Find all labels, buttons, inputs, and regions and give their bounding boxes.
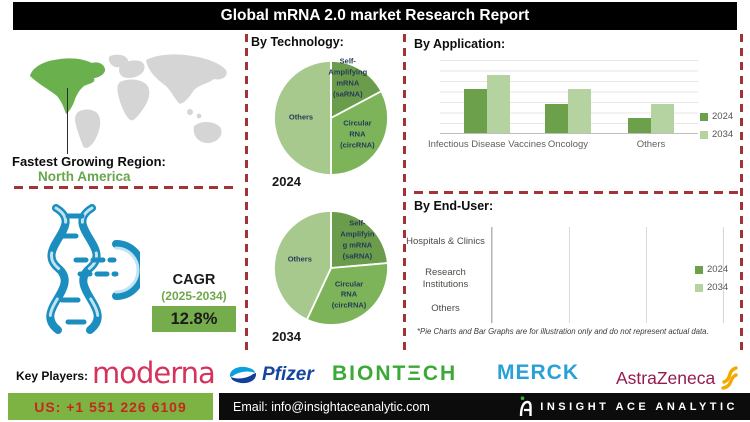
application-category-3: Others [636,139,666,150]
legend-swatch-2024 [700,112,708,121]
pie-year-2034: 2034 [272,329,301,344]
legend-swatch-2024 [695,265,703,274]
world-map [30,54,227,149]
map-island [196,113,202,119]
section-title-technology: By Technology: [251,35,344,49]
email-address: Email: info@insightaceanalytic.com [233,399,430,414]
map-north-america [30,58,106,114]
divider-vertical-1 [245,34,248,352]
phone-number: US: +1 551 226 6109 [34,398,187,415]
brand-name: INSIGHT ACE ANALYTIC [540,400,738,413]
cagr-value-box: 12.8% [152,306,236,332]
application-legend: 2024 2034 [700,111,733,140]
cagr-period: (2025-2034) [161,289,227,303]
application-category-2: Oncology [547,139,589,150]
map-island [187,109,193,115]
legend-item-2034: 2034 [700,129,733,140]
logo-pfizer: Pfizer [228,364,314,386]
phone-banner: US: +1 551 226 6109 [8,393,213,420]
logo-astrazeneca: AstraZeneca [616,365,741,391]
divider-horizontal-right [414,191,744,194]
astrazeneca-swoosh-icon [721,366,738,390]
pie-year-2024: 2024 [272,174,301,189]
pie-chart-technology-2024: Self- Amplifying mRNA (saRNA) Circular RN… [271,56,391,178]
cagr-label: CAGR [172,272,216,288]
end-user-category-3: Others [431,303,460,314]
dna-helix-icon [46,204,140,334]
section-title-application: By Application: [414,37,506,51]
legend-swatch-2034 [695,283,703,292]
legend-item-2024: 2024 [695,264,728,275]
end-user-bar-chart [491,227,724,323]
region-pointer-line [67,88,68,154]
bar-2024 [545,104,568,133]
fastest-region-label: Fastest Growing Region: [12,154,166,169]
pie-chart-technology-2034: Self- Amplifyin g mRNA (saRNA) Circular R… [271,208,391,328]
map-south-america [75,109,101,149]
report-title: Global mRNA 2.0 market Research Report [220,7,530,24]
disclaimer-note: *Pie Charts and Bar Graphs are for illus… [417,327,709,336]
end-user-category-1: Hospitals & Clinics [406,236,485,247]
bar-2024 [628,118,651,133]
fastest-region-value: North America [38,169,131,184]
divider-vertical-2 [403,34,406,352]
map-australia [193,121,222,144]
pie-slice-label: Circular RNA (circRNA) [331,279,367,311]
bar-2034 [568,89,591,133]
footer-bar: Email: info@insightaceanalytic.com INSIG… [219,393,750,420]
pie-slice-label: Circular RNA (circRNA) [340,118,375,150]
bar-2034 [487,75,510,133]
map-africa [117,79,150,121]
title-bar: Global mRNA 2.0 market Research Report [13,2,737,30]
application-bar-chart [440,60,698,134]
pie-slice-label: Self- Amplifying mRNA (saRNA) [328,56,368,99]
pie-slice-label: Others [287,254,312,264]
map-europe [119,60,145,78]
cagr-value: 12.8% [170,309,218,328]
pfizer-swoosh-icon [229,366,257,384]
end-user-category-2: Research Institutions [422,267,469,291]
divider-horizontal-left [14,186,233,189]
key-players-label: Key Players: [16,369,89,383]
application-category-1: Infectious Disease Vaccines [427,139,547,150]
pie-slice-label: Self- Amplifyin g mRNA (saRNA) [340,218,375,261]
insight-ace-logo-icon [520,396,532,417]
section-title-end-user: By End-User: [414,199,494,213]
legend-swatch-2034 [700,130,708,139]
logo-merck: MERCK [497,361,579,384]
bar-2024 [464,89,487,133]
legend-item-2034: 2034 [695,282,728,293]
end-user-legend: 2024 2034 [695,264,728,293]
map-asia [146,54,227,104]
logo-biontech: BIONTΞCH [332,362,458,385]
brand-block: INSIGHT ACE ANALYTIC [518,396,738,417]
legend-item-2024: 2024 [700,111,733,122]
bar-2034 [651,104,674,133]
pie-slice-label: Others [288,112,314,122]
logo-moderna: moderna [92,356,216,390]
